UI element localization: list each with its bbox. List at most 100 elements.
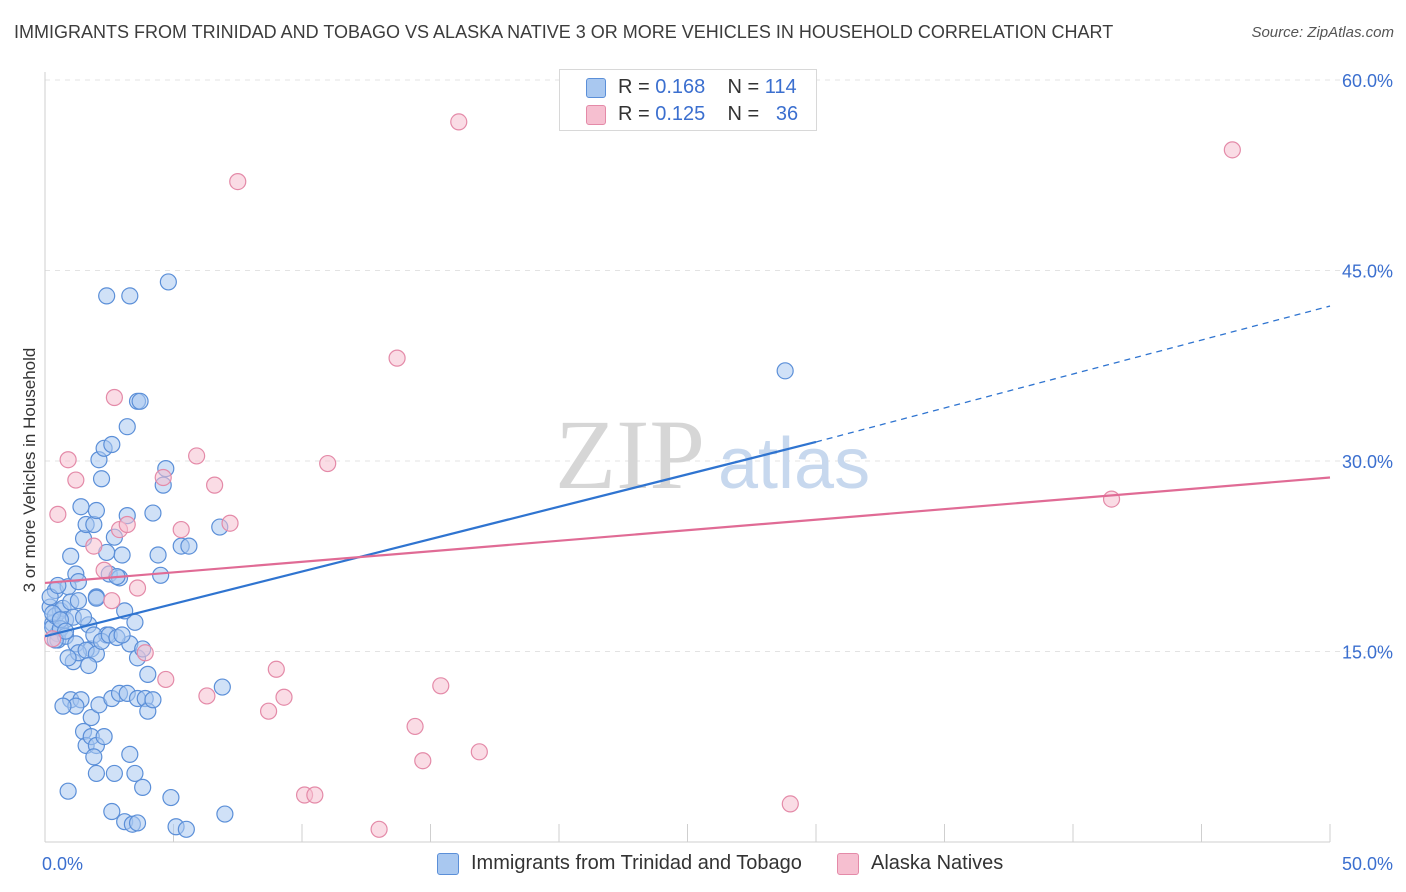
trend-line-trinidad	[44, 440, 817, 638]
point-alaska	[136, 644, 154, 662]
point-trinidad	[85, 515, 103, 534]
point-alaska	[206, 476, 224, 494]
point-alaska	[432, 677, 450, 695]
point-alaska	[781, 795, 799, 813]
r-value: 0.125	[655, 103, 706, 125]
point-alaska	[406, 717, 424, 736]
point-trinidad	[62, 547, 80, 565]
point-alaska	[221, 514, 239, 532]
stats-text-pink: R = 0.125 N = 36	[618, 103, 798, 126]
point-trinidad	[180, 537, 198, 555]
point-alaska	[267, 660, 285, 678]
point-alaska	[1223, 141, 1241, 159]
x-tick-label: 50.0%	[1342, 854, 1393, 874]
pink-swatch	[837, 853, 859, 875]
y-tick-label: 60.0%	[1342, 71, 1393, 91]
point-trinidad	[113, 546, 131, 564]
n-value: 114	[764, 76, 797, 98]
point-trinidad	[213, 678, 231, 696]
point-alaska	[49, 505, 67, 523]
point-alaska	[370, 820, 388, 838]
source-credit: Source: ZipAtlas.com	[1251, 24, 1394, 41]
point-trinidad	[98, 287, 116, 305]
point-trinidad	[69, 592, 88, 610]
point-alaska	[319, 454, 337, 473]
point-alaska	[388, 349, 406, 367]
point-trinidad	[134, 778, 152, 796]
trend-lines	[44, 305, 1331, 638]
point-trinidad	[80, 656, 98, 675]
point-trinidad	[87, 589, 106, 607]
x-tick-label: 0.0%	[42, 854, 83, 874]
y-tick-label: 45.0%	[1342, 262, 1393, 282]
gridlines	[45, 79, 1392, 652]
point-trinidad	[152, 566, 170, 584]
stats-legend: R = 0.168 N = 114 R = 0.125 N = 36	[559, 69, 817, 131]
point-trinidad	[87, 764, 106, 783]
point-trinidad	[105, 764, 123, 783]
point-trinidad	[118, 418, 136, 436]
point-alaska	[414, 752, 432, 770]
tick-labels: 15.0% 30.0% 45.0% 60.0% 0.0% 50.0%	[42, 71, 1393, 874]
point-trinidad	[149, 546, 167, 564]
point-trinidad	[131, 392, 149, 410]
point-trinidad	[126, 764, 144, 783]
legend-label-alaska: Alaska Natives	[871, 852, 1004, 874]
blue-swatch	[437, 853, 459, 875]
n-value: 36	[775, 103, 799, 125]
point-trinidad	[92, 470, 111, 488]
pink-swatch	[586, 105, 606, 125]
trend-line-trinidad-extrapolated	[815, 305, 1331, 443]
point-alaska	[198, 687, 216, 705]
point-alaska	[306, 786, 324, 804]
point-alaska	[275, 688, 293, 706]
point-trinidad	[162, 788, 180, 807]
point-alaska	[229, 173, 247, 191]
point-alaska	[157, 670, 175, 689]
point-trinidad	[144, 691, 162, 709]
point-trinidad	[54, 697, 72, 715]
point-alaska	[67, 471, 85, 489]
point-trinidad	[49, 576, 67, 595]
point-trinidad	[103, 435, 121, 454]
point-alaska	[259, 702, 278, 720]
point-alaska	[59, 451, 77, 469]
y-tick-label: 30.0%	[1342, 452, 1393, 472]
point-trinidad	[177, 820, 195, 838]
point-trinidad	[74, 608, 93, 626]
r-label: R =	[618, 76, 656, 98]
point-trinidad	[139, 665, 157, 683]
point-alaska	[118, 515, 136, 534]
point-trinidad	[59, 649, 77, 667]
blue-swatch	[586, 78, 606, 98]
point-trinidad	[159, 273, 177, 291]
point-trinidad	[113, 626, 131, 644]
point-trinidad	[87, 501, 106, 520]
point-trinidad	[128, 814, 147, 832]
point-trinidad	[121, 287, 139, 305]
watermark: ZIP atlas	[555, 399, 870, 510]
watermark-atlas: atlas	[718, 424, 870, 504]
point-alaska	[470, 743, 488, 761]
point-alaska	[85, 537, 103, 555]
chart-title: IMMIGRANTS FROM TRINIDAD AND TOBAGO VS A…	[14, 22, 1114, 42]
point-alaska	[450, 113, 468, 131]
watermark-zip: ZIP	[555, 399, 705, 510]
point-trinidad	[82, 708, 100, 727]
point-alaska	[95, 561, 113, 579]
data-points	[41, 113, 1241, 838]
point-trinidad	[95, 727, 113, 746]
r-value: 0.168	[655, 76, 706, 98]
point-trinidad	[121, 745, 139, 763]
point-trinidad	[776, 362, 794, 380]
point-trinidad	[85, 748, 103, 766]
legend-label-trinidad: Immigrants from Trinidad and Tobago	[471, 852, 802, 874]
point-trinidad	[144, 504, 162, 522]
n-label: N =	[727, 103, 765, 125]
y-tick-label: 15.0%	[1342, 643, 1393, 663]
point-alaska	[105, 388, 123, 407]
trend-line-alaska	[44, 476, 1331, 585]
point-alaska	[172, 520, 190, 539]
r-label: R =	[618, 103, 656, 125]
